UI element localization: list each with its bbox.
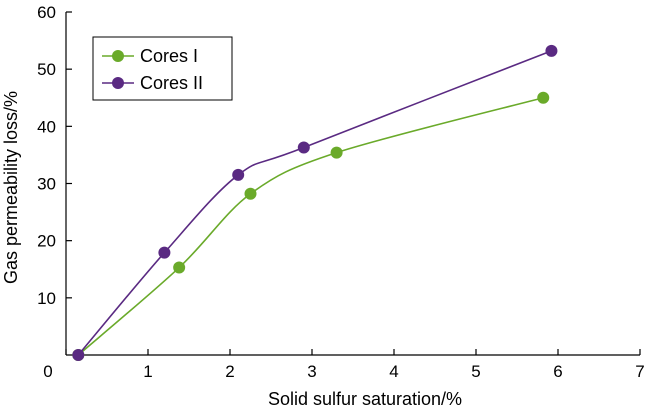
x-tick-label: 2 bbox=[225, 362, 234, 381]
legend-box bbox=[92, 36, 233, 101]
x-tick-label: 0 bbox=[43, 362, 52, 381]
x-tick-label: 1 bbox=[143, 362, 152, 381]
y-tick-label: 30 bbox=[37, 175, 56, 194]
legend-swatch-marker bbox=[112, 77, 124, 89]
x-tick-label: 5 bbox=[471, 362, 480, 381]
data-point bbox=[232, 168, 245, 181]
y-ticks: 10 20 30 40 50 60 bbox=[37, 3, 72, 308]
x-tick-label: 6 bbox=[553, 362, 562, 381]
data-point bbox=[537, 91, 550, 104]
data-point bbox=[72, 349, 85, 361]
y-tick-label: 10 bbox=[37, 289, 56, 308]
data-point bbox=[330, 146, 343, 159]
x-axis-title: Solid sulfur saturation/% bbox=[268, 389, 462, 409]
y-tick-label: 60 bbox=[37, 3, 56, 22]
y-axis-title: Gas permeability loss/% bbox=[1, 91, 21, 284]
x-tick-label: 7 bbox=[635, 362, 644, 381]
series-2 bbox=[72, 44, 558, 361]
series-line bbox=[77, 50, 552, 356]
data-point bbox=[244, 187, 257, 200]
data-point bbox=[173, 261, 186, 274]
legend-label: Cores II bbox=[140, 73, 203, 93]
data-point bbox=[158, 246, 171, 259]
series-group bbox=[72, 44, 558, 361]
series-1 bbox=[72, 91, 550, 361]
y-tick-label: 50 bbox=[37, 60, 56, 79]
data-point bbox=[545, 44, 558, 57]
x-tick-label: 4 bbox=[389, 362, 398, 381]
x-tick-label: 3 bbox=[307, 362, 316, 381]
x-ticks: 0 1 2 3 4 5 6 7 bbox=[43, 349, 645, 381]
y-tick-label: 40 bbox=[37, 117, 56, 136]
series-line bbox=[77, 96, 544, 356]
legend-label: Cores I bbox=[140, 46, 198, 66]
legend: Cores I Cores II bbox=[92, 36, 233, 101]
y-tick-label: 20 bbox=[37, 232, 56, 251]
data-point bbox=[297, 141, 310, 154]
legend-swatch-marker bbox=[112, 50, 124, 62]
